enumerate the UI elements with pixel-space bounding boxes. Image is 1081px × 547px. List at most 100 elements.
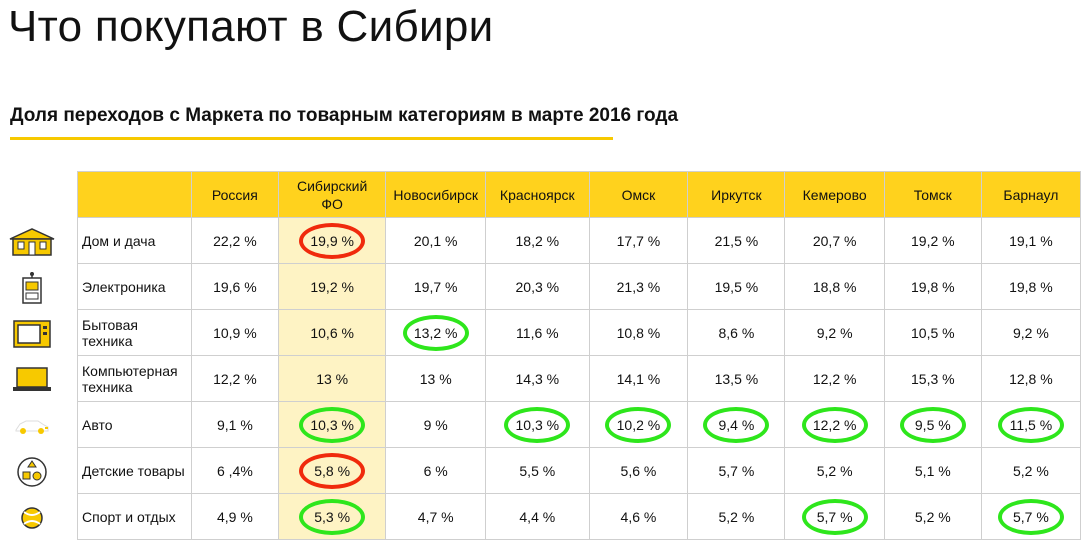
cell-value: 13,5 % (714, 370, 759, 387)
column-header: Россия (190, 171, 280, 218)
cell-value: 17,7 % (616, 232, 661, 249)
data-cell: 5,7 % (687, 447, 786, 494)
data-cell: 9,4 % (687, 401, 786, 448)
data-cell: 10,3 % (485, 401, 590, 448)
cell-value: 19,6 % (213, 278, 257, 295)
page-title: Что покупают в Сибири (8, 2, 494, 51)
data-cell: 10,9 % (190, 309, 280, 356)
data-cell: 8,6 % (687, 309, 786, 356)
cell-value: 12,2 % (213, 370, 257, 387)
cell-value: 13 % (419, 370, 452, 387)
data-cell: 19,1 % (980, 217, 1081, 264)
data-cell: 19,7 % (385, 263, 487, 310)
cell-value: 19,7 % (413, 278, 458, 295)
category-label: Спорт и отдых (77, 493, 192, 540)
cell-value: 5,2 % (914, 508, 951, 525)
cell-value: 5,8 % (314, 462, 351, 479)
column-header: Барнаул (980, 171, 1081, 218)
cell-value: 21,3 % (616, 278, 661, 295)
table-row: Авто 9,1 % 10,3 % 9 % 10,3 % 10,2 % 9,4 % 12,2 … (77, 401, 1081, 448)
cell-value: 9,2 % (1012, 324, 1049, 341)
cell-value: 20,1 % (413, 232, 458, 249)
cell-value: 4,9 % (216, 508, 253, 525)
data-cell: 11,6 % (485, 309, 590, 356)
table-row: Электроника 19,6 % 19,2 % 19,7 % 20,3 % 21,3 … (77, 263, 1081, 310)
data-cell: 6 ,4% (190, 447, 280, 494)
category-label: Компьютерная техника (77, 355, 192, 402)
data-cell: 9,2 % (980, 309, 1081, 356)
cell-value: 21,5 % (714, 232, 759, 249)
data-cell: 12,2 % (190, 355, 280, 402)
cell-value: 18,2 % (515, 232, 560, 249)
laptop-icon (8, 357, 56, 403)
data-cell: 10,3 % (277, 401, 387, 448)
table-row: Дом и дача 22,2 % 19,9 % 20,1 % 18,2 % 17,7 %… (77, 217, 1081, 264)
column-header: Красноярск (485, 171, 590, 218)
microwave-icon (8, 311, 56, 357)
cell-value: 5,2 % (718, 508, 755, 525)
data-cell: 18,2 % (485, 217, 590, 264)
data-cell: 4,4 % (485, 493, 590, 540)
data-cell: 5,5 % (485, 447, 590, 494)
data-cell: 6 % (385, 447, 487, 494)
cell-value: 19,8 % (911, 278, 955, 295)
cell-value: 9,5 % (914, 416, 951, 433)
chart-subtitle: Доля переходов с Маркета по товарным кат… (10, 105, 679, 126)
cell-value: 19,2 % (310, 278, 354, 295)
cell-value: 5,3 % (314, 508, 351, 525)
car-icon (8, 403, 56, 449)
data-cell: 10,6 % (277, 309, 387, 356)
column-header: Сибирский ФО (277, 171, 387, 218)
cell-value: 9,1 % (216, 416, 253, 433)
electronics-icon (8, 265, 56, 311)
data-cell: 5,2 % (980, 447, 1081, 494)
cell-value: 12,8 % (1009, 370, 1053, 387)
cell-value: 19,1 % (1009, 232, 1053, 249)
data-cell: 5,6 % (588, 447, 689, 494)
data-cell: 12,2 % (784, 401, 885, 448)
cell-value: 15,3 % (911, 370, 955, 387)
column-header: Новосибирск (385, 171, 487, 218)
header-row: Россия Сибирский ФО Новосибирск Краснояр… (77, 171, 1081, 218)
data-table: Россия Сибирский ФО Новосибирск Краснояр… (77, 171, 1081, 540)
data-cell: 11,5 % (980, 401, 1081, 448)
cell-value: 8,6 % (718, 324, 755, 341)
data-cell: 10,5 % (883, 309, 982, 356)
data-cell: 22,2 % (190, 217, 280, 264)
data-cell: 21,5 % (687, 217, 786, 264)
data-cell: 9 % (385, 401, 487, 448)
data-cell: 13,2 % (385, 309, 487, 356)
data-cell: 4,9 % (190, 493, 280, 540)
data-cell: 19,2 % (883, 217, 982, 264)
data-cell: 4,6 % (588, 493, 689, 540)
data-cell: 14,1 % (588, 355, 689, 402)
cell-value: 9,4 % (718, 416, 755, 433)
data-cell: 20,3 % (485, 263, 590, 310)
data-cell: 20,7 % (784, 217, 885, 264)
data-cell: 19,8 % (883, 263, 982, 310)
cell-value: 14,1 % (616, 370, 661, 387)
data-cell: 9,2 % (784, 309, 885, 356)
cell-value: 5,5 % (519, 462, 556, 479)
data-cell: 10,2 % (588, 401, 689, 448)
cell-value: 9 % (423, 416, 448, 433)
column-header: Томск (883, 171, 982, 218)
cell-value: 10,3 % (310, 416, 354, 433)
header-corner (77, 171, 192, 218)
data-cell: 12,2 % (784, 355, 885, 402)
data-cell: 9,1 % (190, 401, 280, 448)
category-label: Бытовая техника (77, 309, 192, 356)
data-cell: 13 % (277, 355, 387, 402)
cell-value: 9,2 % (816, 324, 853, 341)
cell-value: 4,6 % (620, 508, 657, 525)
cell-value: 19,9 % (310, 232, 354, 249)
table-row: Детские товары 6 ,4% 5,8 % 6 % 5,5 % 5,6 % 5,7… (77, 447, 1081, 494)
cell-value: 19,8 % (1009, 278, 1053, 295)
cell-value: 5,7 % (1012, 508, 1049, 525)
category-label: Электроника (77, 263, 192, 310)
data-cell: 18,8 % (784, 263, 885, 310)
cell-value: 13,2 % (413, 324, 458, 341)
cell-value: 4,7 % (417, 508, 454, 525)
data-cell: 5,2 % (784, 447, 885, 494)
cell-value: 20,3 % (515, 278, 560, 295)
